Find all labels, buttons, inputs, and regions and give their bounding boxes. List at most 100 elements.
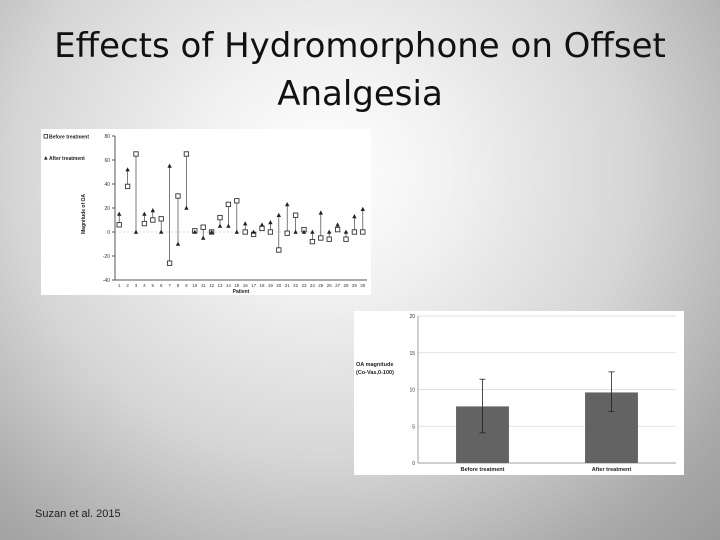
after-point [117,211,122,216]
x-tick-label: 4 [143,283,146,288]
slide-title-line1: Effects of Hydromorphone on Offset [54,26,666,66]
after-point [352,214,357,219]
before-point [158,216,164,222]
y-tick-label: 10 [409,388,415,394]
after-point [343,229,349,234]
x-tick-label: 2 [126,283,129,288]
before-point [133,151,139,157]
before-point [150,217,156,223]
x-tick-label: 22 [293,283,299,288]
after-point [142,211,147,216]
slide-title-line2: Analgesia [277,74,443,114]
y-tick-label: 20 [104,206,110,212]
y-tick-label: -20 [103,254,110,260]
citation: Suzan et al. 2015 [35,508,121,520]
before-point [343,236,349,242]
after-point [276,212,281,217]
before-point [259,225,265,232]
after-point [327,229,332,234]
y-tick-label: 80 [104,134,110,140]
after-point [150,208,155,213]
y-tick-label: 0 [107,230,110,236]
after-point [201,235,206,240]
before-point [141,220,148,227]
before-point [292,212,299,218]
after-point [243,221,248,226]
before-point [225,201,232,208]
x-tick-label: 12 [209,283,215,288]
x-tick-label: 18 [259,283,265,288]
x-tick-label: 25 [318,283,324,288]
after-point [335,222,340,227]
after-point [159,229,164,234]
before-point [267,229,274,235]
before-point [284,230,290,236]
after-point [285,202,290,207]
x-tick-label: After treatment [592,467,632,473]
before-point [217,214,223,221]
after-point [301,229,307,234]
after-point [217,223,223,228]
x-axis-title: Patient [233,289,250,295]
after-point [293,229,298,234]
before-point [175,193,181,199]
x-tick-label: 1 [118,283,121,288]
x-tick-label: 11 [201,283,206,288]
after-point [167,163,172,168]
x-tick-label: 20 [276,283,282,288]
y-tick-label: 5 [412,424,415,430]
x-tick-label: 23 [301,283,307,288]
after-point [125,167,130,172]
oa-bar-svg: 0 5 10 15 20 OA magnitude (Co-Vas,0-100) Before… [356,314,676,473]
x-tick-label: 17 [251,283,257,288]
x-tick-label: 27 [335,283,341,288]
before-point [234,198,240,204]
before-point [200,224,206,230]
x-tick-label: 19 [268,283,274,288]
x-tick-label: 3 [135,283,138,288]
y-tick-label: 15 [409,351,415,357]
x-tick-label: 7 [168,283,171,288]
after-point [234,229,239,234]
oa-bar-chart: 0 5 10 15 20 OA magnitude (Co-Vas,0-100) Before… [354,311,684,475]
x-tick-label: 29 [352,283,358,288]
x-tick-label: 9 [185,283,188,288]
x-tick-label: 14 [226,283,232,288]
after-point [251,229,256,234]
x-tick-label: 5 [152,283,155,288]
before-point [309,238,316,245]
legend-after-symbol [44,156,48,160]
after-point [268,220,273,225]
before-point [360,229,366,235]
x-tick-label: 24 [310,283,316,288]
before-point [276,247,282,253]
before-point [334,226,341,233]
x-tick-label: 16 [243,283,249,288]
after-point [175,241,181,246]
after-point [318,210,323,215]
after-point [209,229,214,234]
x-tick-label: 13 [217,283,223,288]
slide-title: Effects of Hydromorphone on Offset Analg… [40,22,680,118]
before-point [318,235,324,241]
before-point [183,151,190,157]
y-tick-label: -40 [103,278,110,284]
after-point [310,229,315,234]
oa-scatter-chart: -40 -20 0 20 40 60 80 1 2 3 4 5 6 7 8 9 10 11 12 13 14 15 16 17… [41,129,371,295]
before-point [166,260,173,266]
after-point [192,229,197,234]
y-axis-title: Magnitude of OA [81,194,87,234]
x-tick-label: 10 [192,283,198,288]
legend-before-symbol [43,134,48,139]
after-point [360,206,365,211]
y-tick-label: 60 [104,158,110,164]
y-axis-title-line1: OA magnitude [356,362,393,368]
x-tick-label: 21 [285,283,291,288]
legend-after-label: After treatment [49,156,85,162]
y-axis-title-line2: (Co-Vas,0-100) [356,370,394,376]
x-tick-label: 28 [343,283,349,288]
before-point [116,222,122,228]
y-tick-label: 0 [412,461,415,467]
before-point [351,229,358,235]
